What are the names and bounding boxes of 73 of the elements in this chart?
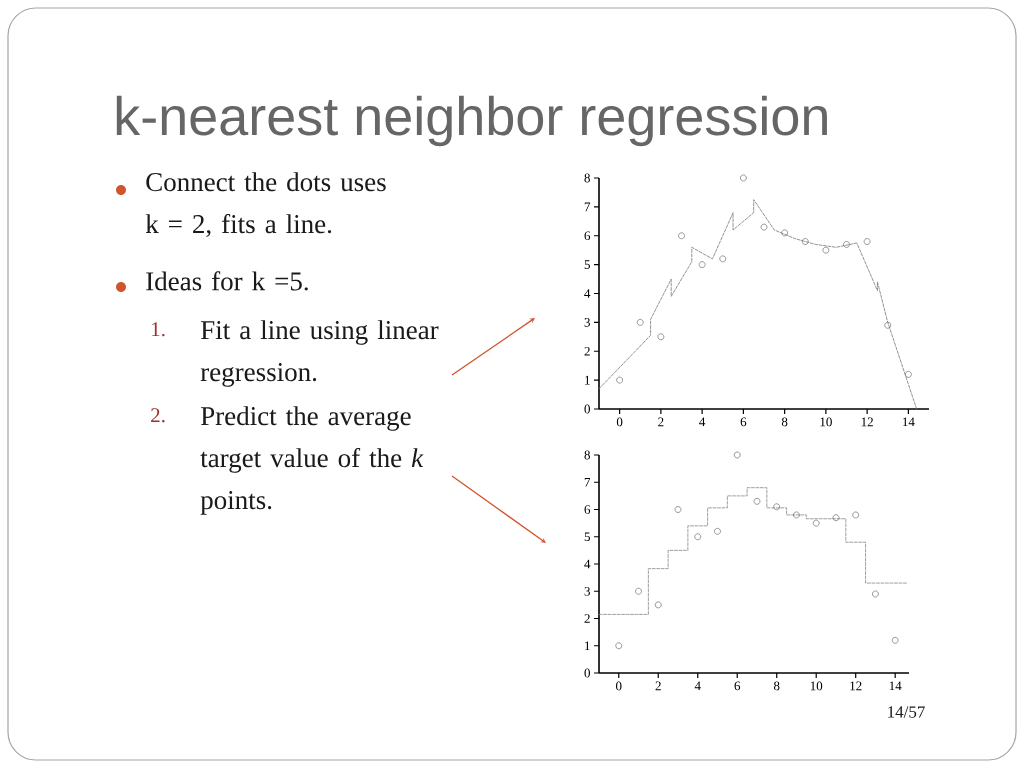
x-tick-label: 0 xyxy=(616,417,623,427)
line-series xyxy=(598,199,918,410)
text: Ideas for k =5. xyxy=(146,271,308,291)
x-tick-label: 12 xyxy=(861,417,873,427)
y-tick-label: 6 xyxy=(584,231,591,241)
y-tick-label: 4 xyxy=(584,289,591,298)
x-tick-label: 2 xyxy=(655,681,661,691)
point xyxy=(714,528,721,535)
point xyxy=(760,223,768,231)
y-tick-label: 6 xyxy=(584,505,591,514)
x-tick-label: 4 xyxy=(699,417,706,427)
point xyxy=(636,319,644,326)
y-tick-label: 1 xyxy=(585,375,590,385)
point xyxy=(635,587,642,595)
text: 14/57 xyxy=(888,706,925,718)
point xyxy=(773,503,781,511)
point xyxy=(678,232,685,240)
x-tick-label: 6 xyxy=(740,417,747,427)
point xyxy=(615,642,623,650)
x-tick-label: 0 xyxy=(616,681,622,691)
point xyxy=(616,376,623,384)
y-tick-label: 7 xyxy=(584,202,591,212)
point xyxy=(812,519,820,527)
y-tick-label: 7 xyxy=(584,477,591,487)
point xyxy=(698,261,706,268)
y-tick-label: 4 xyxy=(584,559,591,569)
x-tick-label: 8 xyxy=(781,417,788,427)
text: Predict the average target value of the k points. xyxy=(200,406,424,515)
x-tick-label: 10 xyxy=(820,417,832,427)
point xyxy=(694,533,702,541)
point xyxy=(654,601,662,609)
y-tick-label: 3 xyxy=(584,586,590,596)
text: 1. xyxy=(152,322,165,337)
point xyxy=(781,229,788,237)
y-tick-label: 8 xyxy=(584,450,590,460)
point xyxy=(740,174,747,182)
point xyxy=(891,637,899,644)
point xyxy=(733,451,741,459)
point xyxy=(884,321,892,329)
point xyxy=(674,506,682,513)
x-tick-label: 8 xyxy=(773,681,780,691)
y-tick-label: 8 xyxy=(584,173,590,183)
point xyxy=(801,238,809,245)
point xyxy=(657,333,665,341)
point xyxy=(863,238,871,245)
x-tick-label: 14 xyxy=(889,681,902,691)
point xyxy=(852,511,859,519)
point xyxy=(872,590,879,598)
x-tick-label: 6 xyxy=(734,681,741,691)
y-tick-label: 5 xyxy=(584,260,590,269)
point xyxy=(753,498,761,505)
y-tick-label: 2 xyxy=(584,614,590,623)
text: 2. xyxy=(151,408,165,423)
text: Connect the dots uses k = 2, fits a line. xyxy=(145,172,386,238)
x-tick-label: 2 xyxy=(658,417,664,427)
y-tick-label: 0 xyxy=(584,404,590,414)
x-tick-label: 10 xyxy=(810,681,823,691)
chart-title: k-nearest neighbor regression xyxy=(116,95,827,147)
point xyxy=(832,514,840,521)
y-tick-label: 2 xyxy=(584,346,590,356)
point xyxy=(822,246,830,254)
y-tick-label: 3 xyxy=(584,318,590,327)
x-tick-label: 14 xyxy=(903,417,915,427)
y-tick-label: 0 xyxy=(584,668,590,678)
y-tick-label: 1 xyxy=(585,641,590,651)
point xyxy=(905,371,912,378)
text: Fit a line using linear regression. xyxy=(200,320,439,387)
x-tick-label: 12 xyxy=(850,681,862,691)
point xyxy=(843,241,850,248)
y-tick-label: 5 xyxy=(584,532,590,542)
point xyxy=(719,255,727,263)
x-tick-label: 4 xyxy=(694,681,701,691)
point xyxy=(793,511,800,519)
